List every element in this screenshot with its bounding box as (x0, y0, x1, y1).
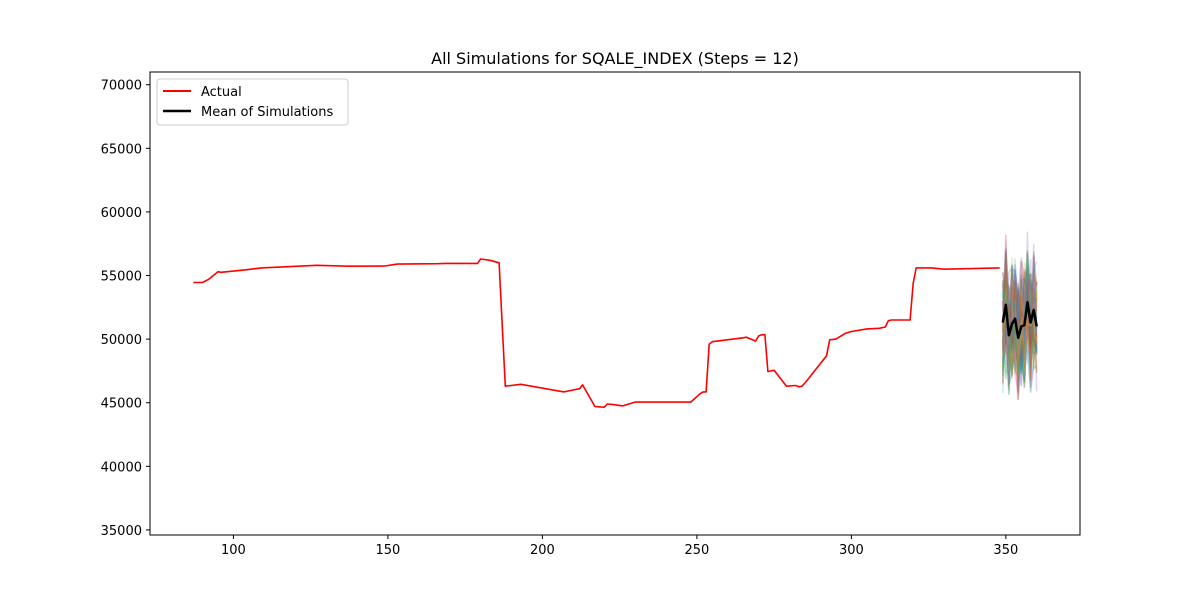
simulation-path (1002, 268, 1038, 346)
y-tick-label: 60000 (101, 206, 142, 221)
simulation-path (1002, 264, 1038, 380)
simulation-path (1002, 274, 1038, 394)
simulation-path (1002, 274, 1038, 364)
y-tick-label: 45000 (101, 397, 142, 412)
simulation-path (1002, 276, 1038, 375)
simulation-path (1002, 278, 1038, 384)
simulation-path (1002, 268, 1038, 364)
simulation-path (1002, 257, 1038, 381)
simulation-path (1002, 285, 1038, 388)
y-tick-label: 70000 (101, 79, 142, 94)
simulation-path (1002, 265, 1038, 383)
simulation-path (1002, 269, 1038, 367)
legend-label-mean: Mean of Simulations (201, 105, 333, 120)
simulation-path (1002, 268, 1038, 357)
simulation-path (1002, 248, 1038, 370)
simulation-path (1002, 271, 1038, 391)
simulation-path (1002, 268, 1038, 393)
simulation-path (1002, 265, 1038, 356)
simulation-path (1002, 278, 1038, 367)
simulation-path (1002, 261, 1037, 345)
simulation-path (1002, 280, 1038, 354)
series-actual-line (193, 258, 1000, 409)
x-tick-label: 250 (684, 543, 709, 558)
simulation-path (1002, 255, 1038, 376)
legend-box (156, 78, 349, 126)
simulation-path (1002, 258, 1038, 393)
chart-title: All Simulations for SQALE_INDEX (Steps =… (431, 49, 799, 69)
simulation-path (1002, 263, 1038, 353)
simulation-path (1002, 267, 1038, 401)
simulation-path (1002, 273, 1038, 372)
x-tick-label: 200 (530, 543, 555, 558)
y-tick-label: 35000 (101, 524, 142, 539)
simulation-path (1002, 288, 1038, 395)
series-mean-line (1001, 300, 1038, 340)
legend: Actual Mean of Simulations (156, 78, 349, 126)
simulation-path (1002, 234, 1038, 383)
x-tick-label: 150 (375, 543, 400, 558)
simulation-path (1002, 283, 1038, 354)
simulation-path (1002, 291, 1038, 374)
simulation-path (1002, 285, 1038, 392)
y-tick-label: 50000 (101, 333, 142, 348)
simulation-path (1002, 266, 1038, 360)
legend-label-actual: Actual (201, 85, 242, 100)
simulation-path (1002, 231, 1038, 394)
simulation-path (1002, 252, 1038, 361)
simulation-path (1002, 274, 1038, 396)
x-tick-label: 100 (221, 543, 246, 558)
series-layer (193, 258, 1038, 409)
simulation-path (1002, 250, 1038, 362)
simulation-path (1002, 271, 1038, 362)
y-tick-label: 55000 (101, 270, 142, 285)
simulation-path (1002, 284, 1038, 376)
simulation-path (1002, 243, 1038, 389)
simulation-path (1002, 250, 1038, 377)
simulation-path (1002, 268, 1038, 376)
simulation-path (1002, 288, 1038, 364)
simulation-path (1002, 270, 1038, 389)
simulation-path (1002, 265, 1038, 373)
simulation-path (1002, 284, 1038, 396)
simulation-path (1002, 274, 1038, 368)
x-tick-label: 300 (839, 543, 864, 558)
y-tick-label: 65000 (101, 142, 142, 157)
y-tick-label: 40000 (101, 460, 142, 475)
simulation-path (1002, 280, 1038, 388)
x-tick-label: 350 (993, 543, 1018, 558)
axes: 100 150 200 250 300 350 35000 40000 45000 50000 55… (101, 79, 1019, 558)
simulation-path (1002, 271, 1038, 344)
plot-area-frame (149, 71, 1081, 536)
simulation-path (1002, 262, 1038, 383)
